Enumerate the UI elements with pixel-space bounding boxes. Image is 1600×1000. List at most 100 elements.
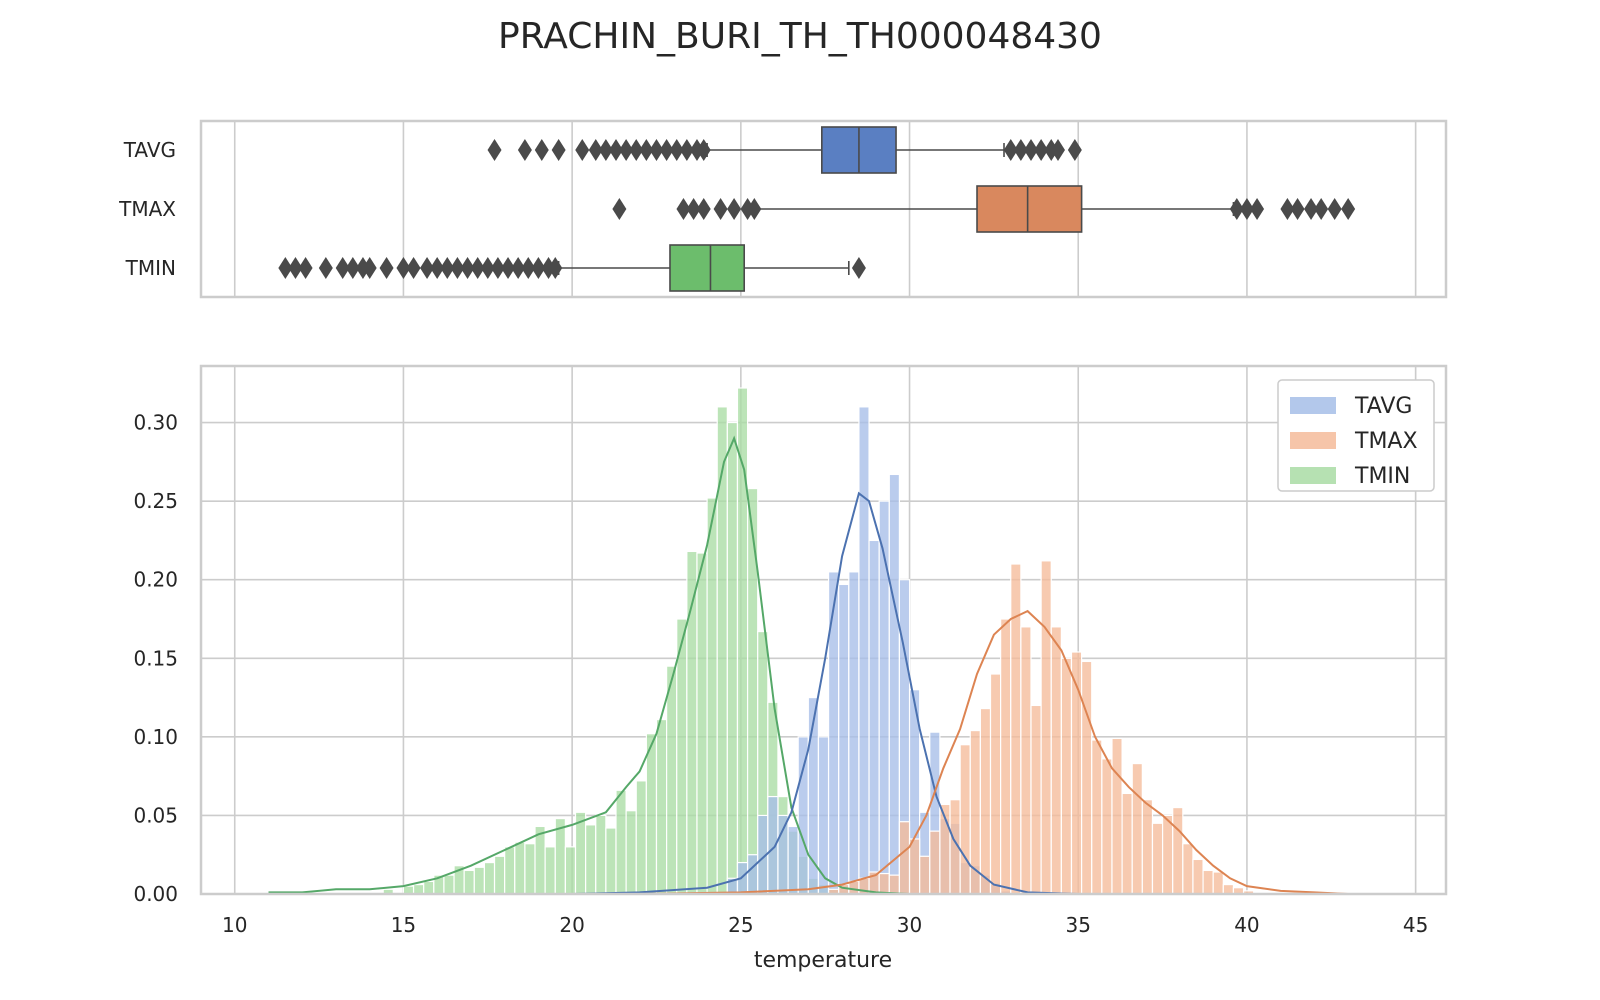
histogram-bar [888,473,901,895]
outlier-point [480,257,495,279]
outlier-point [318,257,333,279]
outlier-point [851,257,866,279]
histogram-bar [878,872,890,895]
outlier-point [548,257,563,279]
histogram-bar [504,846,516,895]
outlier-point [470,257,485,279]
y-axis-ticks: 0.00 0.05 0.10 0.15 0.20 0.25 0.30 [133,411,178,906]
x-tick-label: 25 [728,913,753,937]
histogram-bar [888,874,901,895]
y-category-label: TMAX [118,197,176,221]
outlier-point [669,139,684,161]
histogram-bar [858,406,870,895]
histogram-bar [463,869,475,895]
histogram-bar [423,880,435,895]
outlier-point [1013,139,1028,161]
outlier-point [1327,198,1342,220]
legend-swatch-tavg [1290,397,1336,414]
x-tick-label: 40 [1234,913,1259,937]
outlier-point [713,198,728,220]
histogram-frame [199,364,1448,896]
boxplot-tmin [278,244,866,292]
outlier-point [460,257,475,279]
kde-line-tavg [470,491,1079,895]
y-tick-label: 0.05 [133,803,178,827]
outlier-point [696,198,711,220]
outlier-point [521,257,536,279]
outlier-point [1239,198,1254,220]
histogram-bar [1141,799,1154,895]
histogram-bar [1040,560,1052,895]
outlier-point [609,139,623,161]
histogram-bar [706,497,718,895]
boxplot-marks [278,126,1356,292]
outlier-point [619,139,634,161]
histogram-series-tmax [827,560,1255,895]
x-tick-label: 15 [391,913,416,937]
box-iqr [669,244,746,292]
outlier-point [531,257,546,279]
histogram-bar [1212,871,1224,895]
boxplot-tmax [612,185,1356,233]
outlier-point [501,257,516,279]
legend-label-tmax: TMAX [1354,429,1418,454]
histogram-bar [908,838,921,895]
outlier-point [1314,198,1329,220]
box-iqr [976,185,1083,233]
x-tick-label: 10 [222,913,247,937]
outlier-point [629,139,644,161]
outlier-point [1050,139,1065,161]
histogram-bar [564,846,577,895]
kde-line-tmin [268,435,910,895]
histogram-bar [989,673,1002,895]
histogram-bar [595,814,607,895]
outlier-point [1250,198,1265,220]
histogram-bar [959,744,971,895]
outlier-point [450,257,465,279]
legend-swatch-tmin [1290,467,1336,484]
histogram-bar [1202,869,1214,895]
legend-swatch-tmax [1290,432,1336,449]
histogram-bar [1161,814,1174,895]
histogram-bar [777,814,789,895]
chart-title: PRACHIN_BURI_TH_TH000048430 [498,16,1102,57]
histogram-bar [534,825,546,895]
histogram-bar [655,718,668,895]
histogram-bars [382,387,1255,895]
histogram-bar [929,830,941,895]
outlier-point [298,257,313,279]
outlier-point [490,257,505,279]
histogram-bar [676,618,688,895]
histogram-bar [746,854,759,895]
outlier-point [406,257,421,279]
histogram-bar [1091,739,1103,895]
histogram-bar [1222,883,1235,895]
histogram-bar [1121,792,1133,895]
histogram-bar [514,841,526,895]
outlier-point [1304,198,1319,220]
outlier-point [440,257,455,279]
y-category-label: TAVG [123,138,176,162]
histogram-bar [1111,737,1123,895]
x-axis-label: temperature [754,948,892,973]
histogram-bar [898,821,911,895]
histogram-bar [827,571,840,895]
histogram-bar [635,780,647,895]
y-category-label: TMIN [125,256,176,280]
boxplot-tavg [487,126,1082,174]
histogram-bar [524,843,536,895]
histogram-bar [1101,758,1113,895]
y-tick-label: 0.30 [133,411,178,435]
boxplot-panel: TAVG TMAX TMIN [118,119,1448,299]
outlier-point [686,198,701,220]
boxplot-frame [199,119,1448,299]
histogram-bar [1020,626,1032,895]
histogram-bar [1000,618,1012,895]
histogram-bar [1192,858,1204,895]
outlier-point [659,139,674,161]
outlier-point [575,139,590,161]
histogram-bar [574,811,587,895]
histogram-bar [544,846,556,895]
y-tick-label: 0.10 [133,725,178,749]
